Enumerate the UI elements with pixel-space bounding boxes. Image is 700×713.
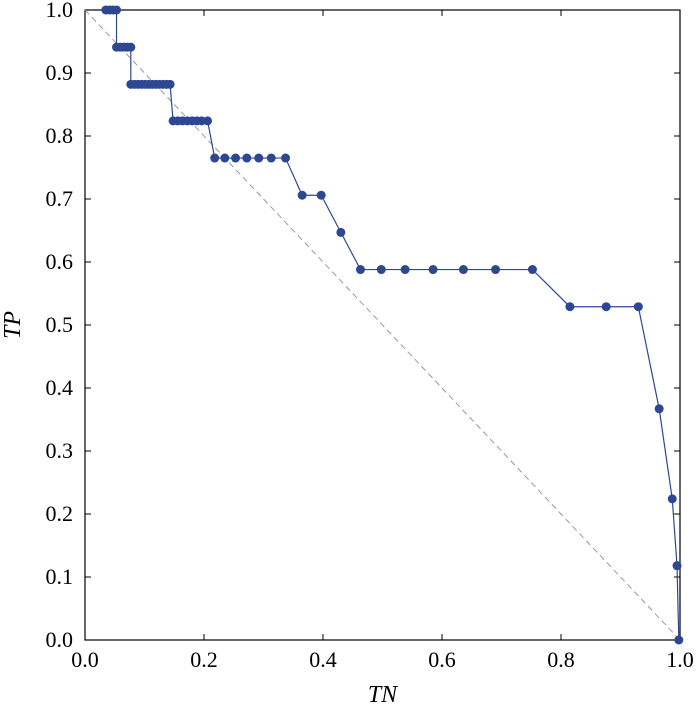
- data-point: [674, 635, 684, 645]
- data-point: [355, 265, 365, 275]
- y-tick-label: 0.9: [46, 60, 74, 85]
- y-tick-label: 0.0: [46, 627, 74, 652]
- series-line: [105, 9, 680, 641]
- data-point: [112, 5, 122, 15]
- y-tick-label: 0.6: [46, 249, 74, 274]
- data-point: [565, 302, 575, 312]
- data-point: [220, 153, 230, 163]
- y-tick-label: 0.7: [46, 186, 74, 211]
- data-point: [376, 265, 386, 275]
- y-tick-label: 0.4: [46, 375, 74, 400]
- data-point: [527, 265, 537, 275]
- x-tick-label: 1.0: [666, 647, 694, 672]
- y-tick-label: 0.1: [46, 564, 74, 589]
- y-axis-label: TP: [0, 311, 26, 339]
- ticks: 0.0 0.2 0.4 0.6 0.8 1.0 0.0 0.1 0.2 0.3 0.4 0.5 0.6 0…: [46, 0, 694, 672]
- data-point: [210, 153, 220, 163]
- x-tick-label: 0.8: [547, 647, 575, 672]
- data-point: [601, 302, 611, 312]
- x-tick-label: 0.0: [71, 647, 99, 672]
- y-tick-label: 0.2: [46, 501, 74, 526]
- data-point: [428, 265, 438, 275]
- x-tick-label: 0.6: [428, 647, 456, 672]
- data-point: [491, 265, 501, 275]
- data-point: [165, 79, 175, 89]
- data-point: [400, 265, 410, 275]
- data-point: [254, 153, 264, 163]
- data-point: [654, 404, 664, 414]
- data-point: [458, 265, 468, 275]
- data-point: [203, 116, 213, 126]
- y-tick-label: 0.5: [46, 312, 74, 337]
- data-point: [231, 153, 241, 163]
- data-point: [266, 153, 276, 163]
- data-point: [281, 153, 291, 163]
- x-tick-label: 0.4: [309, 647, 337, 672]
- data-point: [336, 227, 346, 237]
- data-point: [633, 302, 643, 312]
- data-point: [667, 494, 677, 504]
- data-point: [297, 190, 307, 200]
- y-tick-label: 0.3: [46, 438, 74, 463]
- data-point: [316, 190, 326, 200]
- data-point: [672, 561, 682, 571]
- series-points: [101, 5, 684, 645]
- y-tick-label: 1.0: [46, 0, 74, 22]
- diagonal-reference-line: [84, 9, 681, 641]
- x-axis-label: TN: [368, 682, 399, 708]
- x-tick-label: 0.2: [190, 647, 218, 672]
- y-tick-label: 0.8: [46, 123, 74, 148]
- data-point: [242, 153, 252, 163]
- data-point: [126, 42, 136, 52]
